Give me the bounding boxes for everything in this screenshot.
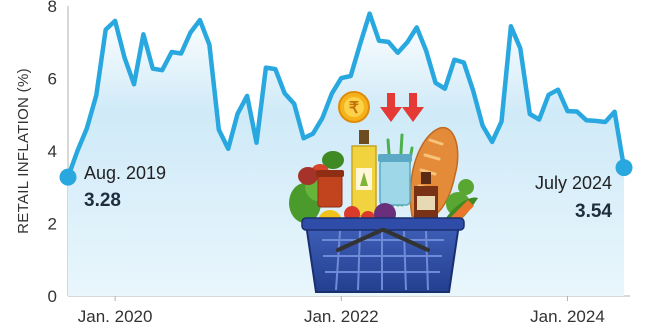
x-tick-label: Jan. 2020	[78, 307, 153, 326]
rupee-coin-icon: ₹	[338, 91, 370, 123]
down-arrows-icon	[380, 93, 424, 122]
y-ticks: 0 2 4 6 8	[48, 0, 57, 306]
y-tick-label: 6	[48, 70, 57, 89]
x-tick-label: Jan. 2024	[530, 307, 605, 326]
x-tick-label: Jan. 2022	[304, 307, 379, 326]
svg-text:₹: ₹	[349, 100, 359, 117]
y-tick-label: 4	[48, 142, 57, 161]
oil-bottle-icon	[351, 130, 377, 217]
x-ticks: Jan. 2020 Jan. 2022 Jan. 2024	[78, 296, 605, 326]
start-value-label: 3.28	[84, 190, 121, 211]
inflation-area	[68, 13, 624, 296]
end-point-marker	[615, 159, 633, 177]
y-tick-label: 2	[48, 215, 57, 234]
inflation-line	[65, 11, 627, 180]
sauce-bottle-icon	[414, 172, 438, 226]
annotations: Aug. 2019 3.28 July 2024 3.54	[59, 159, 633, 222]
y-axis-label: RETAIL INFLATION (%)	[15, 68, 32, 234]
basket-icon	[301, 217, 465, 293]
start-point-marker	[59, 168, 77, 186]
pickle-jar-icon	[316, 170, 344, 208]
y-tick-label: 8	[48, 0, 57, 16]
jar-icon	[378, 154, 412, 206]
y-tick-label: 0	[48, 287, 57, 306]
grocery-basket-illustration: ₹	[289, 91, 478, 293]
end-date-label: July 2024	[535, 173, 612, 193]
end-value-label: 3.54	[575, 201, 612, 222]
start-date-label: Aug. 2019	[84, 163, 166, 183]
